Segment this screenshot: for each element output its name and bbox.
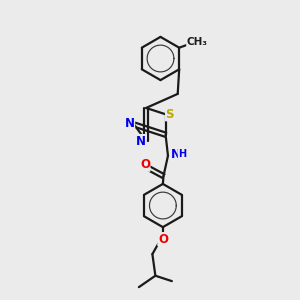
- Text: N: N: [136, 134, 146, 148]
- Text: S: S: [166, 108, 174, 121]
- Text: N: N: [124, 117, 135, 130]
- Text: O: O: [140, 158, 150, 171]
- Text: H: H: [178, 149, 186, 159]
- Text: O: O: [158, 232, 168, 246]
- Text: N: N: [170, 148, 181, 161]
- Text: CH₃: CH₃: [187, 37, 208, 47]
